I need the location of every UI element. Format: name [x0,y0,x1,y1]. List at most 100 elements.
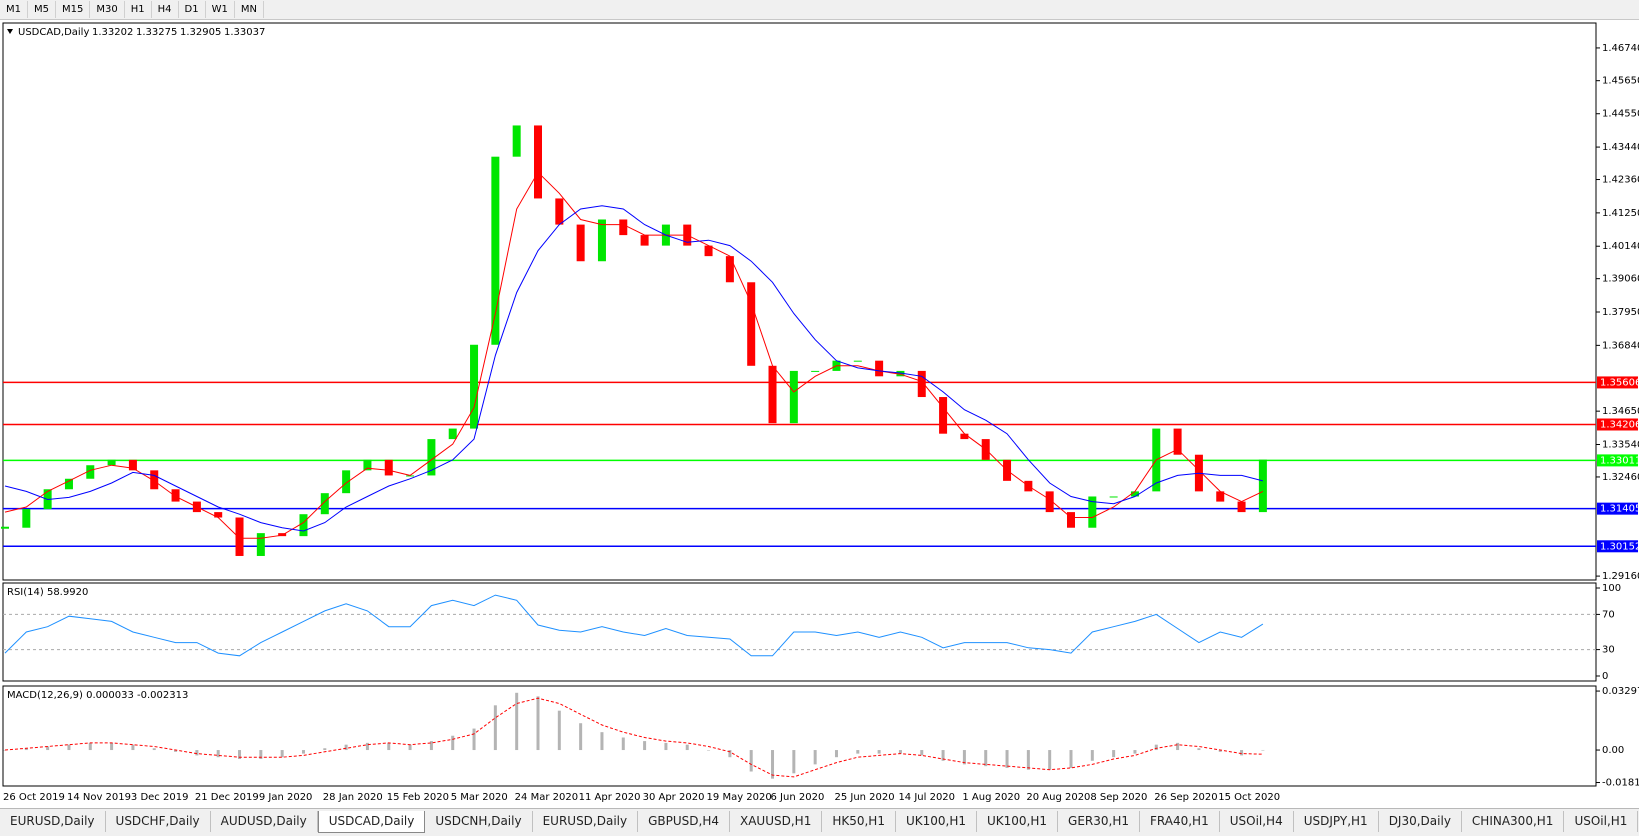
candle [1045,491,1054,513]
candle [1088,496,1097,528]
chart-window: 1.29160 1.32460 1.33540 1.34650 1.36840 1.379… [1,22,1639,803]
candle [811,370,820,372]
timeframe-button[interactable]: W1 [206,1,235,18]
candle [64,478,73,490]
chart-tab[interactable]: UK100,H1 [896,811,977,832]
macd-bar [771,750,775,779]
panel-frame [2,582,1597,682]
y-tick-label: 1.46740 [1602,43,1639,54]
y-tick-label: 30 [1602,645,1615,656]
macd-bar [110,742,114,751]
chart-tab[interactable]: CHINA300,H1 [1462,811,1565,832]
date-label: 14 Nov 2019 [67,792,131,803]
timeframe-button[interactable]: H1 [125,1,152,18]
candle [150,470,159,490]
candle [789,370,798,424]
macd-bar [216,750,220,758]
y-tick-label: 1.29160 [1602,571,1639,582]
chart-tab[interactable]: EURUSD,Daily [533,811,639,832]
candle [86,465,95,479]
signal-line [4,697,1263,778]
candle [470,344,479,429]
chart-tab[interactable]: DJ30,Daily [1379,811,1462,832]
macd-bar [621,737,625,751]
macd-bar [728,750,732,758]
macd-bar [365,742,369,751]
date-label: 9 Jan 2020 [259,792,313,803]
chart-tab[interactable]: USDCNH,Daily [425,811,533,832]
macd-bar [1154,744,1158,751]
chart-tab[interactable]: EURUSD,Daily [0,811,106,832]
date-label: 1 Aug 2020 [962,792,1020,803]
candle [107,459,116,466]
y-tick-label: 1.39060 [1602,274,1639,285]
chart-tab[interactable]: GBPUSD,H4 [638,811,730,832]
chart-tab[interactable]: XAUUSD,H1 [730,811,823,832]
candle [171,489,180,502]
candle [256,533,265,556]
macd-bar [664,742,668,751]
macd-bar [877,750,881,754]
macd-bar [46,746,50,751]
chart-tab[interactable]: USDCAD,Daily [317,811,426,833]
chart-tab[interactable]: USOil,H1 [1564,811,1639,832]
ohlc-value: 1.32905 [180,27,221,38]
macd-bar [515,692,519,751]
macd-bar [1069,750,1073,768]
candle [555,198,564,225]
macd-bar [1240,750,1244,756]
candle [448,428,457,440]
macd-bar [1218,750,1222,752]
level-price-box [1597,502,1638,515]
date-label: 11 Apr 2020 [579,792,641,803]
candle [512,125,521,157]
y-tick-label: 1.43440 [1602,142,1639,153]
level-price-box [1597,418,1638,431]
timeframe-button[interactable]: MN [235,1,264,18]
macd-bar [749,750,753,772]
macd-bar [493,705,497,751]
candle [235,517,244,556]
timeframe-toolbar: M1 M5 M15 M30 H1 H4 D1 W1 MN [0,0,1639,20]
candle [1237,501,1246,513]
timeframe-button[interactable]: D1 [179,1,206,18]
date-label: 14 Jul 2020 [898,792,955,803]
timeframe-button[interactable]: M30 [90,1,125,18]
candle [320,493,329,515]
macd-bar [408,744,412,751]
chart-tab[interactable]: HK50,H1 [822,811,896,832]
date-label: 26 Oct 2019 [3,792,65,803]
macd-bar [1112,750,1116,758]
timeframe-button[interactable]: H4 [152,1,179,18]
chart-tab[interactable]: UK100,H1 [977,811,1059,832]
candle [896,370,905,377]
timeframe-button[interactable]: M1 [0,1,28,18]
chart-tab[interactable]: AUDUSD,Daily [211,811,318,832]
macd-bar [600,732,604,751]
candle [342,470,351,494]
chart-tab[interactable]: USOil,H4 [1220,811,1294,832]
timeframe-button[interactable]: M5 [28,1,56,18]
timeframe-button[interactable]: M15 [56,1,91,18]
candle [278,533,287,537]
candle [597,219,606,262]
date-label: 5 Mar 2020 [451,792,508,803]
chart-tab[interactable]: USDCHF,Daily [106,811,211,832]
candle [384,459,393,476]
date-label: 15 Feb 2020 [387,792,449,803]
chart-tab[interactable]: GER30,H1 [1058,811,1140,832]
date-label: 8 Sep 2020 [1090,792,1147,803]
chart-tab[interactable]: USDJPY,H1 [1294,811,1379,832]
level-price-label: 1.34206 [1600,419,1639,430]
macd-bar [301,750,305,754]
macd-bar [984,750,988,767]
y-tick-label: 1.41250 [1602,208,1639,219]
chart-tab[interactable]: FRA40,H1 [1140,811,1220,832]
candle [214,512,223,518]
macd-bar [1197,748,1201,751]
moving-average [4,171,1264,539]
y-tick-label: 1.36840 [1602,340,1639,351]
macd-bar [920,750,924,756]
macd-bar [579,723,583,751]
panel-frame [2,685,1597,787]
